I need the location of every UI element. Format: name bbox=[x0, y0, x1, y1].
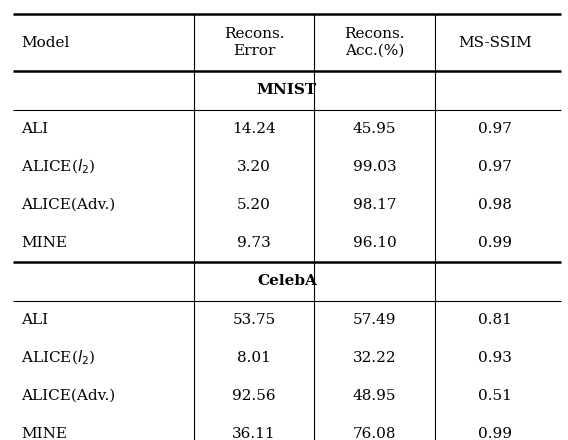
Text: 8.01: 8.01 bbox=[237, 351, 271, 365]
Text: 0.98: 0.98 bbox=[478, 198, 512, 212]
Text: MNIST: MNIST bbox=[257, 84, 317, 97]
Text: 5.20: 5.20 bbox=[237, 198, 271, 212]
Text: ALICE(Adv.): ALICE(Adv.) bbox=[21, 389, 115, 403]
Text: 96.10: 96.10 bbox=[353, 236, 396, 250]
Text: CelebA: CelebA bbox=[257, 274, 317, 288]
Text: Recons.
Error: Recons. Error bbox=[224, 27, 284, 58]
Text: 0.81: 0.81 bbox=[478, 313, 512, 326]
Text: Recons.
Acc.(%): Recons. Acc.(%) bbox=[344, 27, 405, 58]
Text: 98.17: 98.17 bbox=[353, 198, 396, 212]
Text: 92.56: 92.56 bbox=[232, 389, 275, 403]
Text: ALICE($l_2$): ALICE($l_2$) bbox=[21, 158, 95, 176]
Text: ALICE($l_2$): ALICE($l_2$) bbox=[21, 348, 95, 367]
Text: 57.49: 57.49 bbox=[353, 313, 396, 326]
Text: 0.51: 0.51 bbox=[478, 389, 512, 403]
Text: 99.03: 99.03 bbox=[353, 160, 396, 174]
Text: MINE: MINE bbox=[21, 427, 67, 440]
Text: 0.97: 0.97 bbox=[478, 160, 512, 174]
Text: 0.93: 0.93 bbox=[478, 351, 512, 365]
Text: 48.95: 48.95 bbox=[353, 389, 396, 403]
Text: 76.08: 76.08 bbox=[353, 427, 396, 440]
Text: 53.75: 53.75 bbox=[232, 313, 275, 326]
Text: Model: Model bbox=[21, 36, 69, 50]
Text: ALI: ALI bbox=[21, 122, 48, 136]
Text: 36.11: 36.11 bbox=[232, 427, 275, 440]
Text: 3.20: 3.20 bbox=[237, 160, 271, 174]
Text: MS-SSIM: MS-SSIM bbox=[458, 36, 532, 50]
Text: 0.97: 0.97 bbox=[478, 122, 512, 136]
Text: ALICE(Adv.): ALICE(Adv.) bbox=[21, 198, 115, 212]
Text: 9.73: 9.73 bbox=[237, 236, 271, 250]
Text: 0.99: 0.99 bbox=[478, 427, 512, 440]
Text: 14.24: 14.24 bbox=[232, 122, 276, 136]
Text: ALI: ALI bbox=[21, 313, 48, 326]
Text: 32.22: 32.22 bbox=[353, 351, 396, 365]
Text: 45.95: 45.95 bbox=[353, 122, 396, 136]
Text: 0.99: 0.99 bbox=[478, 236, 512, 250]
Text: MINE: MINE bbox=[21, 236, 67, 250]
